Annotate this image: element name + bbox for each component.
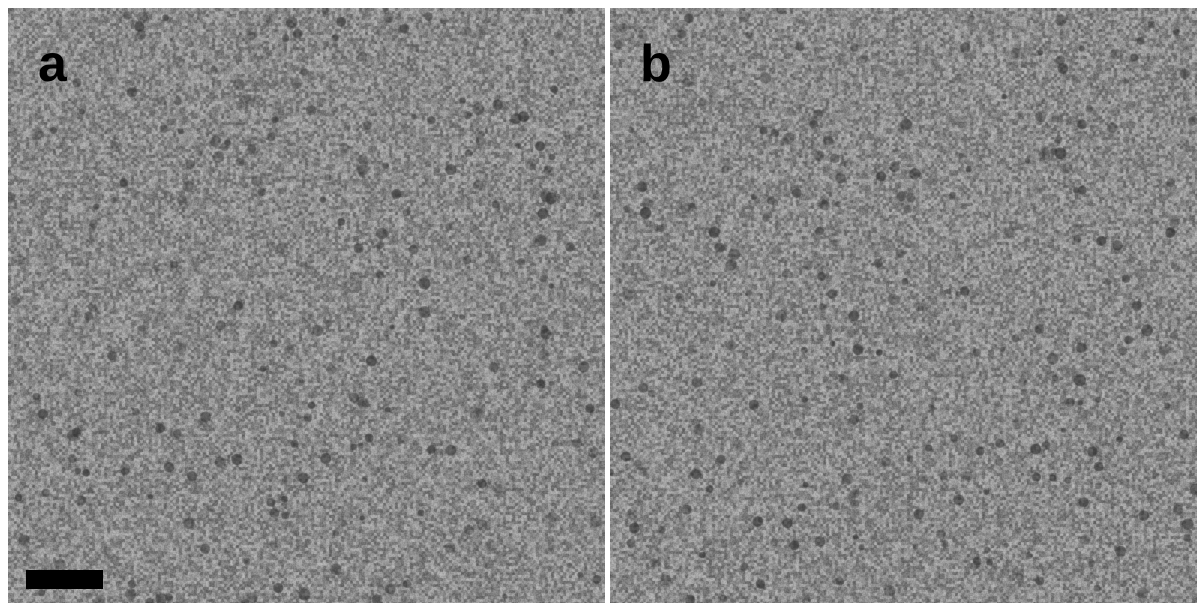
micrograph-panel-b: b bbox=[610, 8, 1197, 603]
scale-bar bbox=[26, 570, 103, 589]
panel-label-a: a bbox=[38, 35, 67, 93]
micrograph-image-a bbox=[8, 8, 605, 603]
panel-label-b: b bbox=[640, 35, 672, 93]
micrograph-panel-a: a bbox=[8, 8, 605, 603]
micrograph-image-b bbox=[610, 8, 1197, 603]
